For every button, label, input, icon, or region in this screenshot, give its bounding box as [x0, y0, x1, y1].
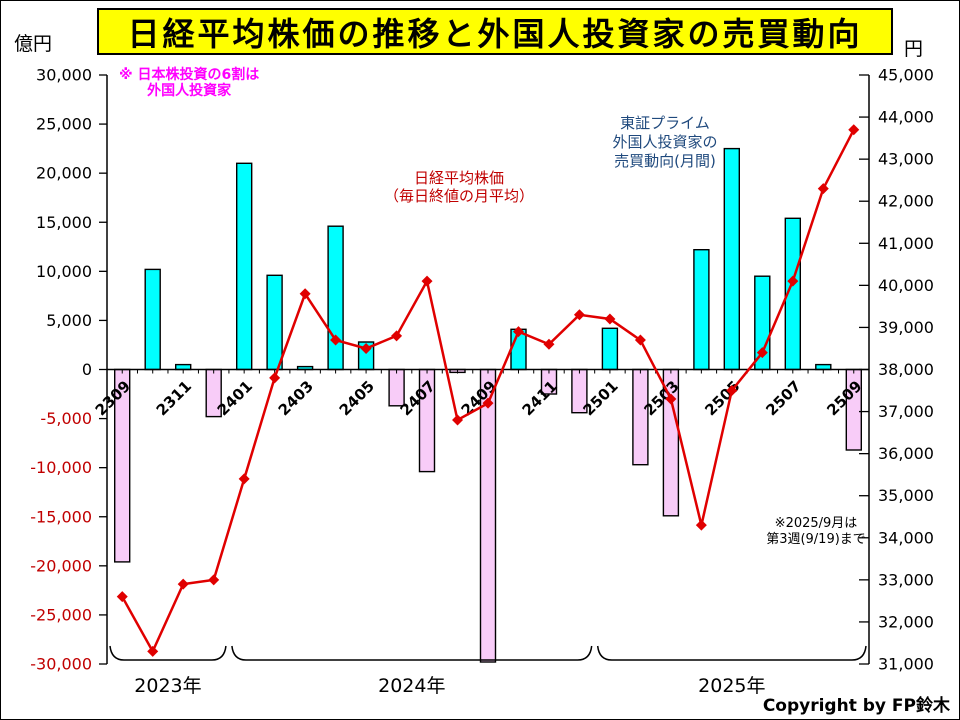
nikkei-marker-2501: [604, 313, 616, 325]
page-title: 日経平均株価の推移と外国人投資家の売買動向: [97, 8, 893, 55]
year-label: 2025年: [698, 675, 765, 697]
left-axis-tick-label: 10,000: [36, 262, 92, 281]
right-axis-tick-label: 32,000: [878, 612, 934, 631]
bar-2310: [144, 268, 161, 371]
nikkei-marker-2312: [208, 574, 220, 586]
nikkei-marker-2403: [299, 288, 311, 300]
right-axis-tick-label: 35,000: [878, 486, 934, 505]
left-axis-tick-label: -25,000: [30, 605, 92, 624]
year-bracket: [231, 645, 593, 661]
nikkei-marker-2505: [726, 385, 738, 397]
nikkei-marker-2507: [787, 275, 799, 287]
copyright-text: Copyright by FP鈴木: [762, 696, 950, 716]
left-axis-tick-label: -15,000: [30, 507, 92, 526]
annotation-domestic-share-line2: 外国人投資家: [147, 83, 232, 99]
left-axis-unit-label: 億円: [14, 33, 53, 55]
nikkei-marker-2309: [116, 591, 128, 603]
left-axis-tick-label: 15,000: [36, 213, 92, 232]
left-axis-tick-label: 25,000: [36, 115, 92, 134]
annotation-note-line1: ※2025/9月は: [774, 516, 858, 531]
nikkei-marker-2503: [665, 393, 677, 405]
annotation-domestic-share: ※ 日本株投資の6割は 外国人投資家: [119, 67, 259, 99]
right-axis-tick-label: 42,000: [878, 192, 934, 211]
nikkei-marker-2502: [634, 334, 646, 346]
annotation-foreign-series-label: 東証プライム 外国人投資家の 売買動向(月間): [597, 114, 733, 171]
right-axis-tick-label: 43,000: [878, 150, 934, 169]
left-axis-tick-label: -20,000: [30, 556, 92, 575]
nikkei-marker-2412: [573, 309, 585, 321]
right-axis-tick-label: 33,000: [878, 570, 934, 589]
right-axis-unit-label: 円: [904, 38, 924, 60]
bar-2402: [266, 274, 283, 371]
year-bracket: [596, 645, 867, 661]
annotation-domestic-share-line1: ※ 日本株投資の6割は: [119, 67, 260, 83]
nikkei-marker-2402: [269, 372, 281, 384]
right-axis-tick-label: 34,000: [878, 528, 934, 547]
annotation-note-line2: 第3週(9/19)まで: [766, 532, 866, 547]
right-axis-tick-label: 31,000: [878, 655, 934, 674]
right-axis-tick-label: 41,000: [878, 234, 934, 253]
nikkei-marker-2404: [330, 334, 342, 346]
nikkei-marker-2407: [421, 275, 433, 287]
nikkei-marker-2409: [482, 397, 494, 409]
right-axis-tick-label: 39,000: [878, 318, 934, 337]
annotation-nikkei-line1: 日経平均株価: [413, 169, 504, 187]
left-axis-tick-label: -30,000: [30, 655, 92, 674]
bar-2409: [479, 368, 497, 663]
nikkei-marker-2504: [695, 519, 707, 531]
left-axis-tick-label: -5,000: [40, 409, 92, 428]
nikkei-marker-2411: [543, 338, 555, 350]
right-axis-tick-label: 40,000: [878, 276, 934, 295]
left-axis-tick-label: 0: [82, 360, 92, 379]
bar-2401: [235, 162, 253, 371]
nikkei-marker-2401: [238, 473, 250, 485]
annotation-nikkei-series-label: 日経平均株価 （毎日終値の月平均）: [379, 169, 539, 205]
bar-2501: [601, 327, 619, 371]
x-axis-tick-label: 2403: [275, 377, 317, 419]
bar-2404: [327, 225, 344, 371]
nikkei-marker-2408: [452, 414, 464, 426]
annotation-nikkei-line2: （毎日終値の月平均）: [383, 187, 534, 205]
x-axis-tick-label: 2507: [762, 377, 804, 419]
left-axis-tick-label: -10,000: [30, 458, 92, 477]
right-axis-tick-label: 45,000: [878, 66, 934, 85]
bar-2505: [723, 147, 740, 371]
left-axis-tick-label: 5,000: [46, 311, 92, 330]
right-axis-tick-label: 38,000: [878, 360, 934, 379]
right-axis-tick-label: 36,000: [878, 444, 934, 463]
year-label: 2024年: [378, 675, 445, 697]
nikkei-marker-2506: [756, 347, 768, 359]
nikkei-marker-2311: [177, 578, 189, 590]
x-axis-tick-label: 2405: [336, 377, 378, 419]
x-axis-tick-label: 2311: [153, 377, 195, 419]
annotation-data-cutoff-note: ※2025/9月は 第3週(9/19)まで: [753, 516, 879, 548]
nikkei-marker-2410: [512, 326, 524, 338]
year-label: 2023年: [134, 675, 201, 697]
nikkei-marker-2405: [360, 342, 372, 354]
right-axis-tick-label: 37,000: [878, 402, 934, 421]
nikkei-marker-2310: [147, 645, 159, 657]
nikkei-marker-2508: [817, 183, 829, 195]
nikkei-marker-2509: [848, 124, 860, 136]
year-bracket: [109, 645, 227, 661]
left-axis-tick-label: 20,000: [36, 164, 92, 183]
nikkei-marker-2406: [391, 330, 403, 342]
bar-2504: [693, 248, 710, 371]
annotation-foreign-line1: 東証プライム: [620, 114, 710, 132]
left-axis-tick-label: 30,000: [36, 66, 92, 85]
right-axis-tick-label: 44,000: [878, 108, 934, 127]
annotation-foreign-line2: 外国人投資家の: [612, 133, 718, 151]
bar-2502: [632, 368, 649, 466]
annotation-foreign-line3: 売買動向(月間): [614, 152, 716, 170]
